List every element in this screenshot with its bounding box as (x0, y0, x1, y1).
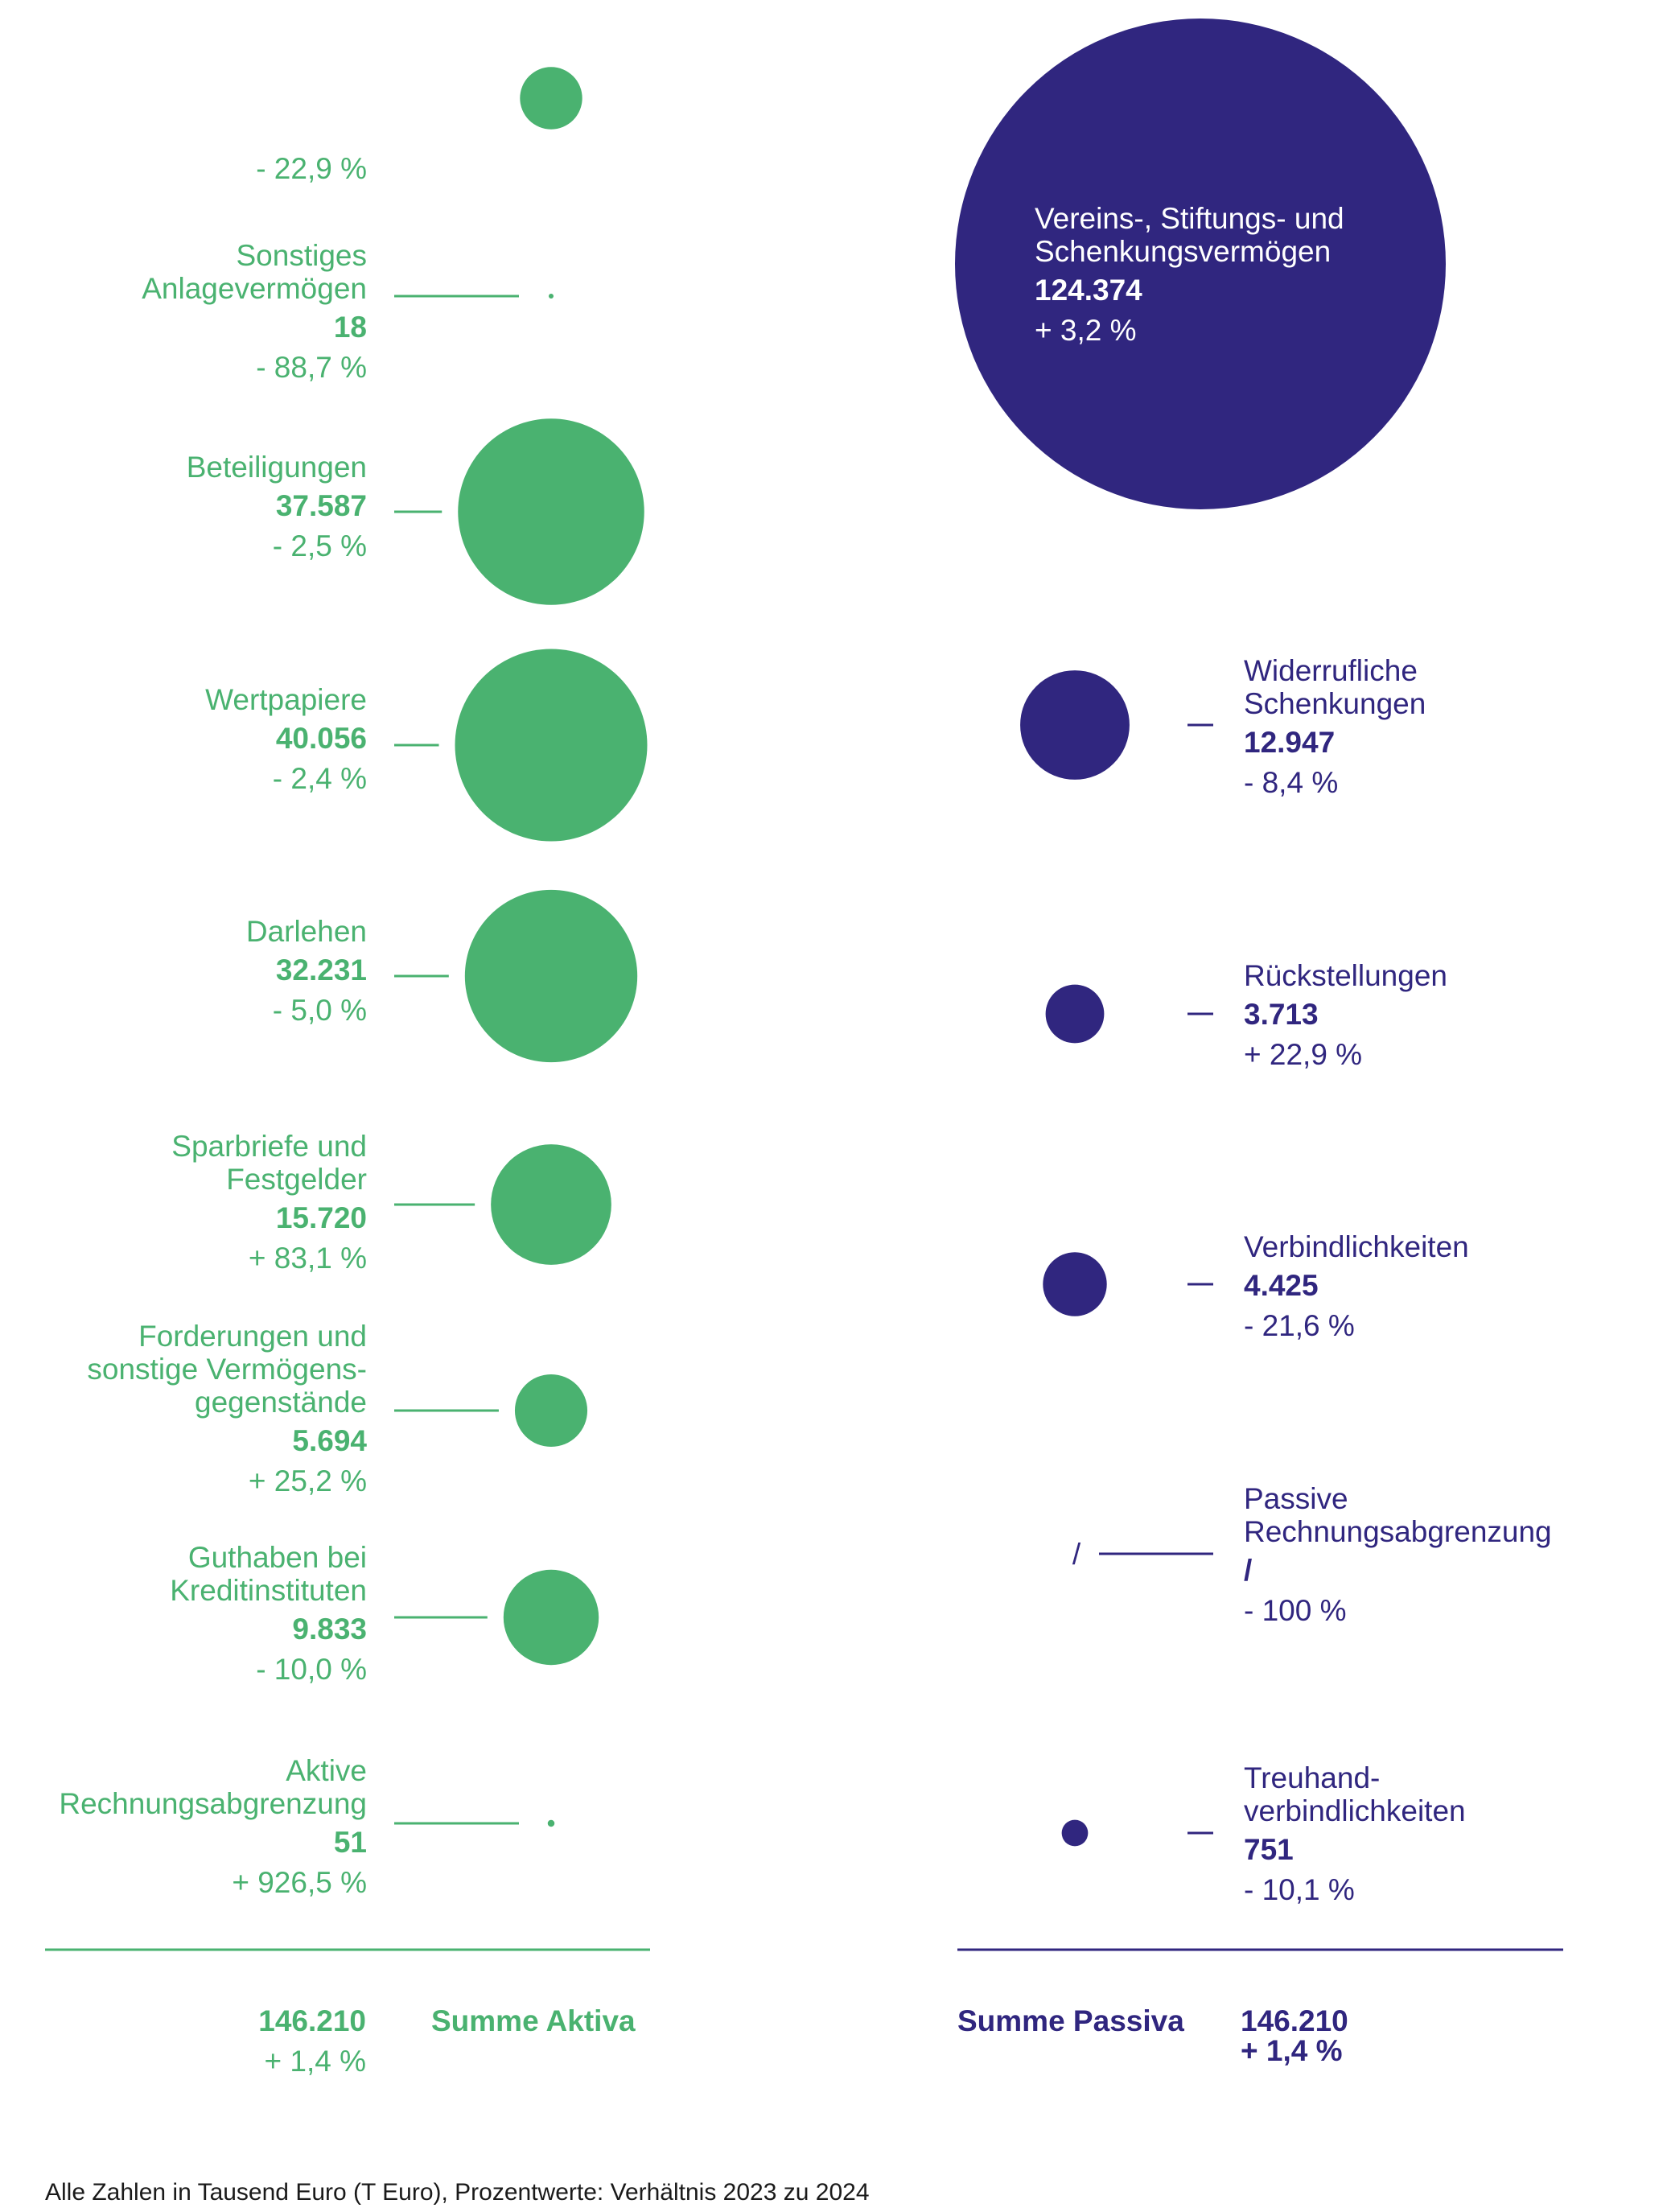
aktiva-label-4: Darlehen 32.231 - 5,0 % (32, 915, 367, 1027)
aktiva-label-8-name: Aktive Rechnungsabgrenzung (59, 1754, 367, 1820)
aktiva-bubble-6 (514, 1374, 588, 1448)
aktiva-label-4-name: Darlehen (245, 915, 367, 948)
aktiva-label-8-value: 51 (333, 1826, 367, 1859)
aktiva-bubble-1 (549, 294, 554, 299)
passiva-label-0-change: + 3,2 % (1035, 314, 1137, 347)
aktiva-label-5-value: 15.720 (275, 1201, 367, 1234)
aktiva-label-4-value: 32.231 (275, 954, 367, 987)
passiva-label-1-value: 12.947 (1244, 726, 1336, 759)
aktiva-label-6-value: 5.694 (292, 1424, 367, 1457)
aktiva-bubble-8 (547, 1819, 555, 1827)
passiva-bubble-5 (1061, 1819, 1089, 1847)
aktiva-label-7-value: 9.833 (292, 1613, 367, 1646)
passiva-label-0: Vereins-, Stiftungs- und Schenkungsvermö… (1035, 202, 1389, 347)
aktiva-label-3-change: - 2,4 % (272, 762, 367, 795)
aktiva-bubble-7 (503, 1569, 599, 1666)
passiva-label-3-value: 4.425 (1244, 1269, 1319, 1302)
passiva-marker-4: / (1072, 1538, 1081, 1571)
aktiva-label-6: Forderungen und sonstige Vermögens- gege… (32, 1320, 367, 1497)
passiva-bubble-1 (1020, 670, 1130, 780)
passiva-bubble-2 (1045, 984, 1105, 1044)
aktiva-bubble-4 (464, 889, 638, 1063)
passiva-label-1-name: Widerrufliche Schenkungen (1244, 654, 1426, 720)
aktiva-label-1: Sonstiges Anlagevermögen 18 - 88,7 % (32, 239, 367, 384)
passiva-bubble-0 (955, 19, 1446, 509)
aktiva-bubble-3 (455, 649, 648, 842)
passiva-label-4-change: - 100 % (1244, 1594, 1347, 1627)
passiva-total-label: Summe Passiva (957, 2004, 1184, 2037)
aktiva-label-7-change: - 10,0 % (256, 1653, 367, 1686)
aktiva-bubble-0 (520, 67, 582, 130)
aktiva-bubble-5 (491, 1144, 611, 1265)
passiva-label-5-value: 751 (1244, 1833, 1294, 1866)
passiva-label-3-name: Verbindlichkeiten (1244, 1230, 1469, 1263)
passiva-label-2-change: + 22,9 % (1244, 1038, 1363, 1071)
aktiva-label-5-name: Sparbriefe und Festgelder (171, 1130, 367, 1196)
aktiva-label-5: Sparbriefe und Festgelder 15.720 + 83,1 % (32, 1130, 367, 1275)
aktiva-label-3-value: 40.056 (275, 722, 367, 755)
passiva-label-1-change: - 8,4 % (1244, 766, 1339, 799)
aktiva-label-6-name: Forderungen und sonstige Vermögens- gege… (87, 1320, 367, 1419)
passiva-label-0-name: Vereins-, Stiftungs- und Schenkungsvermö… (1035, 202, 1344, 268)
aktiva-total-label: Summe Aktiva (431, 2004, 636, 2037)
aktiva-label-2-name: Beteiligungen (186, 451, 367, 484)
aktiva-label-1-change: - 88,7 % (256, 351, 367, 384)
aktiva-label-3: Wertpapiere 40.056 - 2,4 % (32, 683, 367, 795)
aktiva-label-7: Guthaben bei Kreditinstituten 9.833 - 10,0… (32, 1541, 367, 1686)
passiva-total-value: 146.210 (1241, 2004, 1348, 2037)
aktiva-label-7-name: Guthaben bei Kreditinstituten (170, 1541, 367, 1607)
aktiva-label-6-change: + 25,2 % (248, 1464, 367, 1497)
passiva-label-2: Rückstellungen 3.713 + 22,9 % (1244, 959, 1646, 1071)
aktiva-label-8-change: + 926,5 % (232, 1866, 367, 1899)
aktiva-label-0-change: - 22,9 % (256, 152, 367, 185)
passiva-label-0-value: 124.374 (1035, 274, 1142, 307)
passiva-label-1: Widerrufliche Schenkungen 12.947 - 8,4 % (1244, 654, 1646, 799)
passiva-label-3: Verbindlichkeiten 4.425 - 21,6 % (1244, 1230, 1646, 1342)
aktiva-label-4-change: - 5,0 % (272, 994, 367, 1027)
aktiva-label-2-change: - 2,5 % (272, 529, 367, 562)
aktiva-label-2: Beteiligungen 37.587 - 2,5 % (32, 451, 367, 562)
aktiva-label-2-value: 37.587 (275, 489, 367, 522)
passiva-label-4: Passive Rechnungsabgrenzung / - 100 % (1244, 1482, 1646, 1627)
passiva-label-5-change: - 10,1 % (1244, 1873, 1355, 1906)
passiva-label-4-value: / (1244, 1554, 1253, 1587)
passiva-label-3-change: - 21,6 % (1244, 1309, 1355, 1342)
passiva-label-4-name: Passive Rechnungsabgrenzung (1244, 1482, 1552, 1548)
aktiva-label-5-change: + 83,1 % (248, 1242, 367, 1275)
aktiva-label-1-name: Sonstiges Anlagevermögen (142, 239, 367, 305)
aktiva-bubble-2 (458, 418, 644, 605)
passiva-label-5: Treuhand- verbindlichkeiten 751 - 10,1 % (1244, 1761, 1646, 1906)
aktiva-label-8: Aktive Rechnungsabgrenzung 51 + 926,5 % (32, 1754, 367, 1899)
passiva-total-change: + 1,4 % (1241, 2034, 1343, 2067)
aktiva-label-0: - 22,9 % (32, 145, 367, 185)
aktiva-label-1-value: 18 (333, 311, 367, 344)
aktiva-total-change: + 1,4 % (264, 2045, 366, 2078)
aktiva-label-3-name: Wertpapiere (205, 683, 367, 716)
passiva-label-2-name: Rückstellungen (1244, 959, 1447, 992)
aktiva-total-value: 146.210 (258, 2004, 366, 2037)
passiva-label-2-value: 3.713 (1244, 998, 1319, 1031)
footnote: Alle Zahlen in Tausend Euro (T Euro), Pr… (45, 2179, 870, 2206)
passiva-bubble-3 (1043, 1252, 1107, 1316)
passiva-label-5-name: Treuhand- verbindlichkeiten (1244, 1761, 1466, 1827)
